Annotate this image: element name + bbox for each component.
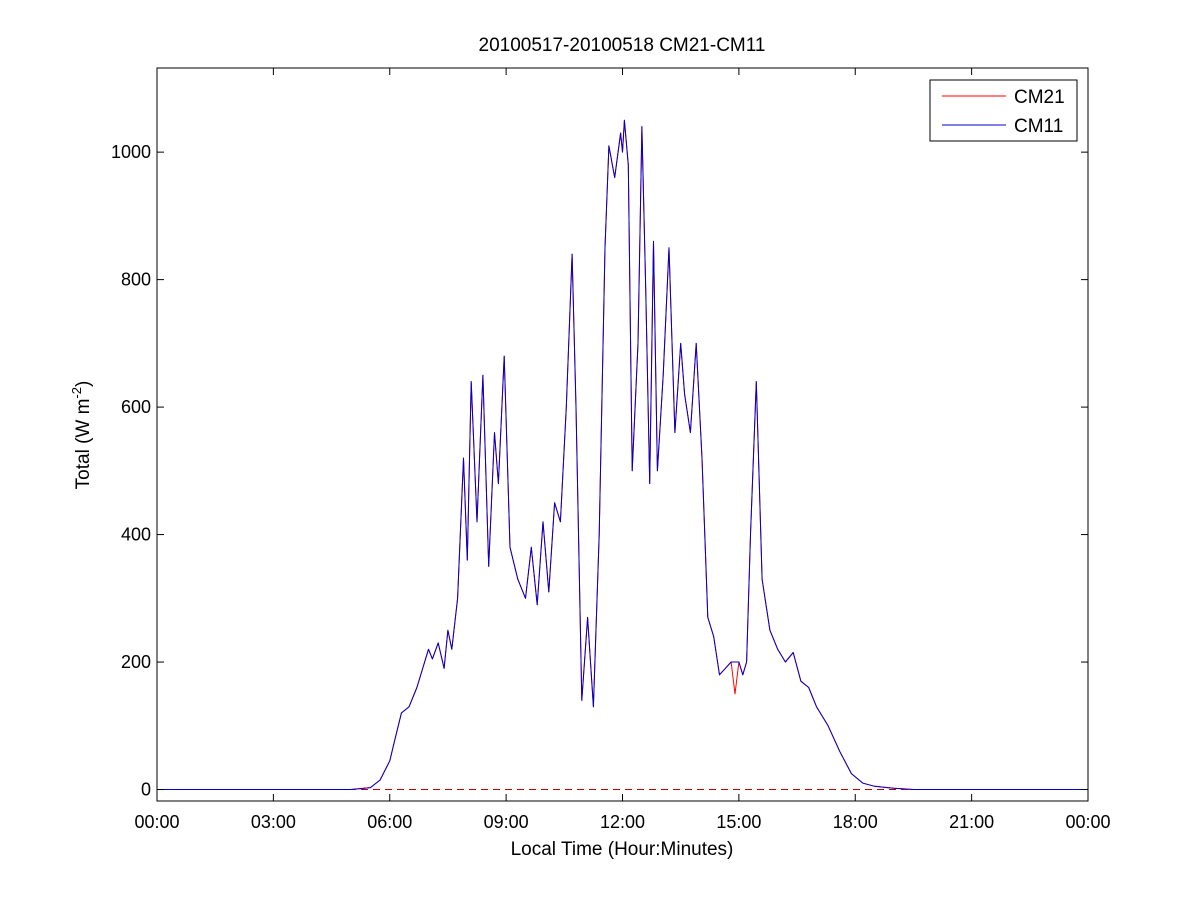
- x-tick-label: 00:00: [134, 812, 179, 832]
- x-tick-label: 18:00: [833, 812, 878, 832]
- legend: CM21 CM11: [929, 79, 1078, 142]
- plot-background: [157, 68, 1088, 801]
- legend-label-cm11: CM11: [1014, 116, 1063, 137]
- x-tick-label: 03:00: [251, 812, 296, 832]
- y-tick-label: 800: [121, 270, 151, 290]
- legend-box: [929, 79, 1078, 142]
- y-tick-label: 200: [121, 652, 151, 672]
- x-tick-label: 12:00: [600, 812, 645, 832]
- y-axis-title: Total (W m-2): [69, 381, 94, 490]
- y-axis-title-superscript: -2: [69, 387, 84, 399]
- chart-title: 20100517-20100518 CM21-CM11: [479, 35, 766, 56]
- y-tick-label: 1000: [111, 142, 151, 162]
- y-axis-title-base: Total (W m: [73, 399, 94, 490]
- x-tick-label: 06:00: [367, 812, 412, 832]
- y-axis: 0 200 400 600 800 1000: [111, 142, 1088, 800]
- x-tick-label: 09:00: [484, 812, 529, 832]
- y-tick-label: 600: [121, 397, 151, 417]
- x-tick-label: 00:00: [1065, 812, 1110, 832]
- series-line-cm11: [157, 119, 1088, 790]
- legend-label-cm21: CM21: [1014, 87, 1065, 108]
- x-axis: 00:00 03:00 06:00 09:00 12:00 15:00 18:00 21:00…: [134, 68, 1111, 832]
- x-axis-title: Local Time (Hour:Minutes): [511, 839, 734, 860]
- y-tick-label: 0: [141, 780, 151, 800]
- plot-area: [156, 67, 1089, 802]
- x-tick-label: 21:00: [949, 812, 994, 832]
- x-tick-label: 15:00: [716, 812, 761, 832]
- series-layer: [157, 119, 1088, 790]
- y-tick-label: 400: [121, 525, 151, 545]
- y-axis-title-close: ): [73, 381, 94, 387]
